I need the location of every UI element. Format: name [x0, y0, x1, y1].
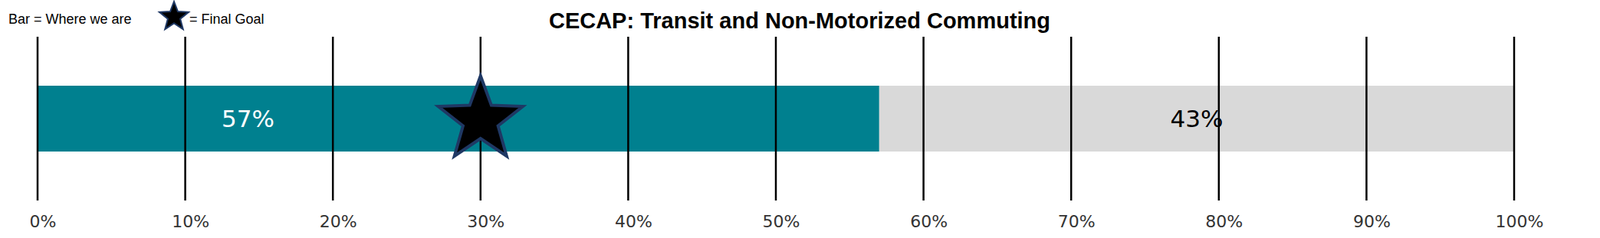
tick-label: 50%	[762, 212, 801, 232]
grid-line	[627, 36, 630, 201]
goal-star	[438, 75, 523, 157]
tick-label: 90%	[1353, 212, 1391, 232]
tick-label: 70%	[1057, 212, 1096, 232]
grid-line	[1513, 36, 1516, 201]
chart: CECAP: Transit and Non-Motorized Commuti…	[0, 0, 1600, 238]
grid-line	[331, 36, 335, 201]
tick-label: 100%	[1495, 212, 1545, 232]
grid-line	[36, 36, 40, 201]
x-axis: 0% 10% 20% 30% 40% 50% 60% 70% 80% 90% 100%	[29, 36, 1545, 232]
legend-text: = Final Goal	[189, 11, 265, 27]
bar-segment	[879, 85, 1515, 152]
grid-line	[775, 36, 778, 201]
grid-line	[1365, 36, 1368, 201]
tick-label: 0%	[29, 212, 57, 232]
tick-label: 80%	[1205, 212, 1243, 232]
title: CECAP: Transit and Non-Motorized Commuti…	[548, 8, 1051, 33]
tick-label: 20%	[319, 212, 358, 232]
data-labels: 57% 43%	[221, 105, 1223, 133]
tick-label: 40%	[614, 212, 653, 232]
data-label: 57%	[221, 105, 275, 133]
legend-star	[159, 1, 189, 30]
data-label: 43%	[1169, 105, 1223, 133]
tick-label: 30%	[466, 212, 505, 232]
grid-line	[183, 36, 187, 201]
legend-text: Bar = Where we are	[8, 11, 132, 27]
tick-label: 10%	[171, 212, 210, 232]
legend: Bar = Where we are = Final Goal	[8, 1, 265, 30]
grid-line	[922, 36, 925, 201]
tick-label: 60%	[910, 212, 948, 232]
grid-line	[1218, 36, 1221, 201]
grid-line	[1070, 36, 1073, 201]
